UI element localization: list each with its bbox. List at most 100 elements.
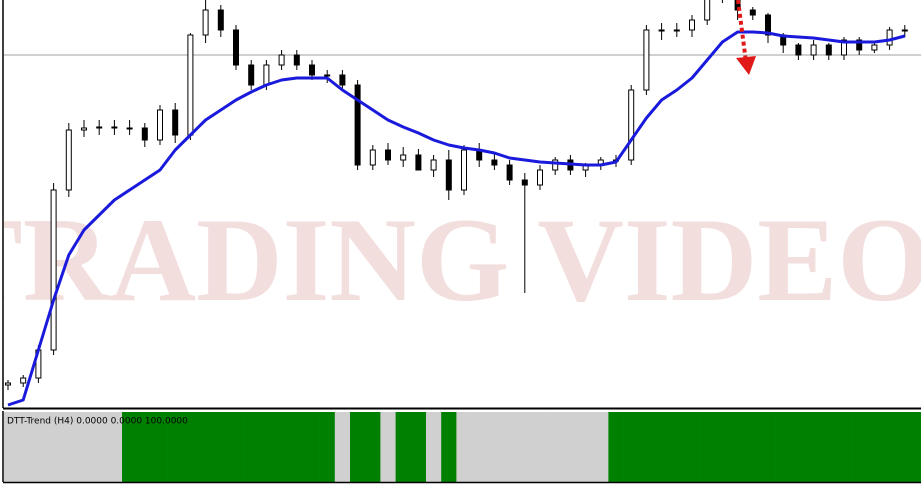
candle-body: [172, 109, 179, 136]
trend-bar: [836, 412, 852, 482]
trend-bar: [274, 412, 290, 482]
candle-body: [825, 44, 832, 56]
candle-body: [689, 19, 695, 31]
trend-bar: [714, 412, 731, 482]
candle-body: [841, 39, 847, 56]
trend-bar: [15, 412, 32, 482]
trend-bar: [167, 412, 184, 482]
candle-body: [901, 29, 908, 32]
trend-bar: [4, 412, 16, 482]
candle-body: [354, 84, 361, 166]
candle-body: [339, 74, 346, 86]
trend-bar: [638, 412, 655, 482]
trend-bar: [76, 412, 92, 482]
trend-bar: [593, 412, 609, 482]
trend-bar: [532, 412, 548, 482]
candle-body: [369, 149, 376, 166]
trend-bar: [304, 412, 320, 482]
candle-body: [643, 29, 650, 91]
trend-bar: [851, 412, 868, 482]
candle-body: [157, 109, 163, 141]
candle-body: [795, 44, 802, 56]
trend-bar: [46, 412, 62, 482]
candle-body: [430, 159, 437, 171]
candle-body: [278, 54, 285, 66]
candle-body: [658, 29, 665, 32]
trend-bar: [30, 412, 47, 482]
candle-body: [537, 169, 543, 186]
candle-body: [400, 154, 407, 161]
candle-body: [81, 127, 87, 131]
trend-bar: [380, 412, 396, 482]
trend-bar: [623, 412, 640, 482]
candle-body: [445, 159, 452, 191]
trend-bar: [334, 412, 351, 482]
candle-body: [810, 44, 817, 56]
trend-bar: [213, 412, 229, 482]
trend-bar: [745, 412, 761, 482]
trend-bar: [806, 412, 822, 482]
trend-bar: [152, 412, 168, 482]
trend-bar: [471, 412, 488, 482]
trend-bar: [426, 412, 442, 482]
trend-bar: [790, 412, 807, 482]
trend-bar: [684, 412, 700, 482]
candle-body: [126, 127, 133, 130]
candle-body: [856, 39, 863, 51]
trend-bar: [547, 412, 564, 482]
candle-body: [217, 9, 224, 31]
watermark: TRADING VIDEOS: [0, 193, 921, 326]
trend-bar: [760, 412, 776, 482]
trend-bar: [258, 412, 275, 482]
indicator-pane: [4, 412, 921, 482]
trend-bar: [608, 412, 624, 482]
candle-body: [749, 9, 756, 16]
candle-body: [111, 126, 118, 129]
trend-bar: [502, 412, 518, 482]
trend-bar: [654, 412, 670, 482]
candle-body: [765, 14, 771, 36]
candle-body: [628, 89, 635, 161]
moving-average: [7, 30, 906, 407]
main-pane: TRADING VIDEOS: [0, 0, 921, 407]
trend-bar: [897, 412, 921, 482]
candle-body: [96, 126, 103, 129]
candle-body: [415, 154, 422, 171]
trend-bar: [517, 412, 533, 482]
trend-bar: [486, 412, 503, 482]
candle-body: [886, 29, 893, 46]
trend-bar: [243, 412, 260, 482]
trend-bar: [730, 412, 746, 482]
trend-bar: [137, 412, 153, 482]
trend-bar: [365, 412, 381, 482]
trend-bar: [562, 412, 579, 482]
candle-body: [50, 189, 57, 351]
candle-body: [233, 29, 239, 66]
candle-body: [673, 29, 680, 32]
trend-bar: [61, 412, 77, 482]
trend-bar: [882, 412, 898, 482]
candle-body: [871, 44, 878, 51]
candle-body: [461, 149, 467, 191]
candle-body: [552, 159, 559, 171]
candle-body: [704, 0, 711, 21]
candle-body: [187, 34, 194, 136]
candle-body: [141, 127, 148, 141]
trend-bar: [350, 412, 366, 482]
candle-body: [248, 64, 255, 86]
trend-bar: [669, 412, 685, 482]
candle-body: [5, 382, 11, 386]
signal-arrow: [736, 0, 756, 75]
trend-bar: [441, 412, 457, 482]
trend-bar: [289, 412, 305, 482]
candle-body: [506, 164, 513, 181]
trend-bar: [182, 412, 199, 482]
trend-bar: [228, 412, 244, 482]
trend-bar: [410, 412, 427, 482]
trend-bar: [319, 412, 336, 482]
trend-bar: [106, 412, 123, 482]
trend-bar: [821, 412, 837, 482]
trend-bar: [198, 412, 214, 482]
